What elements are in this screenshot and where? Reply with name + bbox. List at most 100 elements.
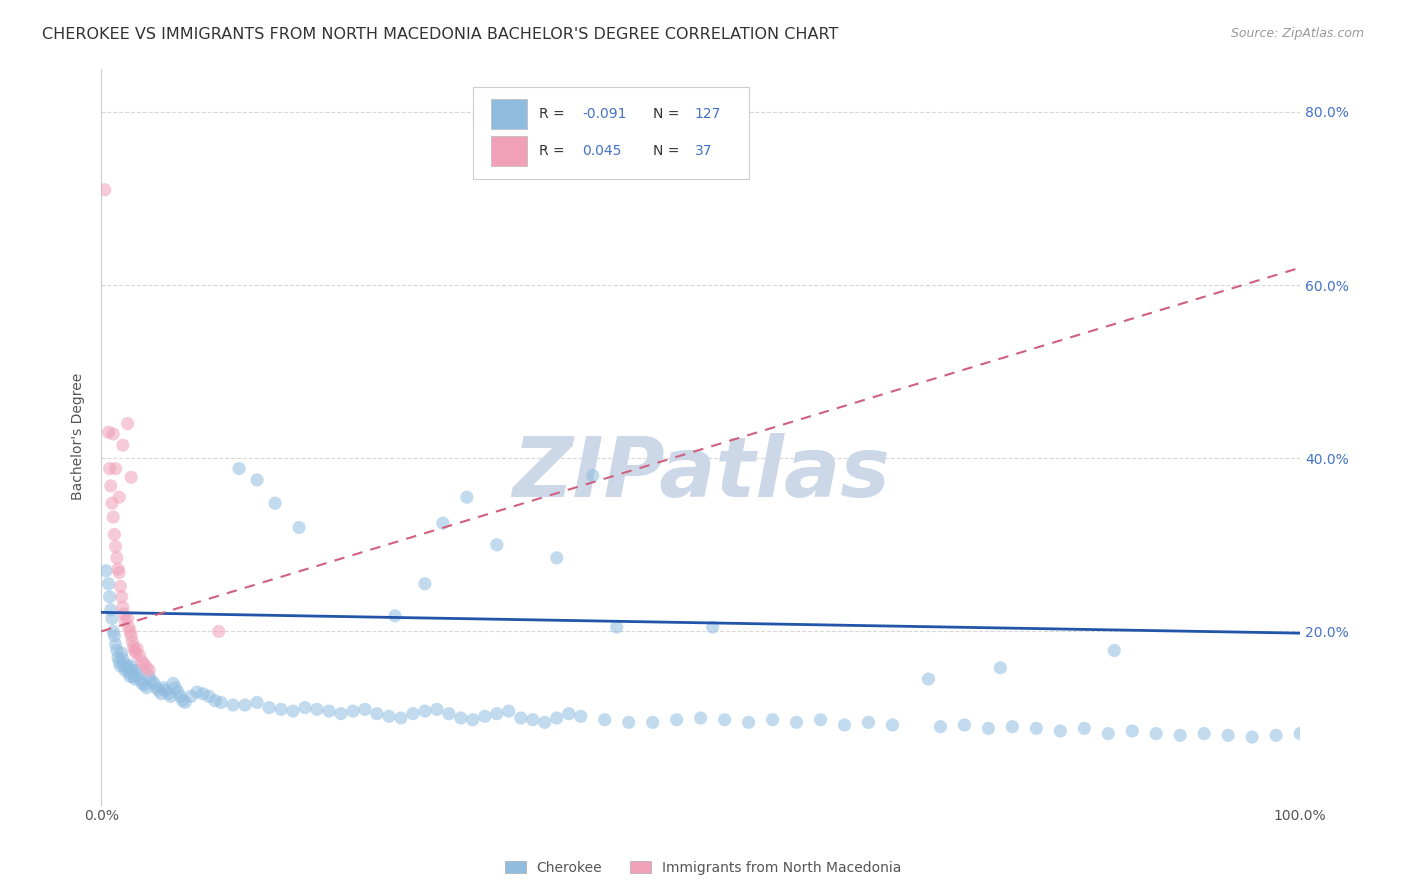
Point (305, 702, 328, 716)
Point (257, 700, 280, 714)
Point (111, 652, 134, 666)
Point (114, 664, 136, 678)
Point (389, 711, 412, 725)
Point (1121, 724, 1143, 739)
Point (103, 527, 125, 541)
Point (105, 550, 128, 565)
Point (124, 672, 146, 686)
Text: R =: R = (538, 107, 564, 121)
Point (288, 520, 311, 534)
Point (204, 694, 226, 708)
Point (134, 657, 156, 672)
FancyBboxPatch shape (491, 136, 527, 166)
Point (294, 700, 316, 714)
Point (152, 681, 174, 695)
Point (641, 715, 664, 730)
Point (413, 576, 436, 591)
Point (569, 709, 592, 723)
FancyBboxPatch shape (472, 87, 748, 179)
Point (138, 664, 160, 678)
Point (125, 646, 148, 660)
Point (118, 665, 141, 680)
Text: N =: N = (652, 144, 679, 158)
Point (103, 624, 125, 639)
Point (127, 641, 149, 656)
Point (498, 704, 520, 718)
Point (121, 664, 143, 678)
FancyBboxPatch shape (491, 99, 527, 128)
Text: -0.091: -0.091 (582, 107, 627, 121)
Point (110, 579, 132, 593)
Point (474, 709, 496, 723)
Point (121, 635, 143, 649)
Point (125, 664, 148, 678)
Point (198, 690, 221, 704)
Point (110, 659, 132, 673)
Point (318, 704, 340, 718)
Point (94, 183, 117, 197)
Point (737, 715, 759, 730)
Point (104, 461, 127, 475)
Point (858, 715, 880, 730)
Text: R =: R = (538, 144, 564, 158)
Point (169, 690, 191, 704)
Point (124, 643, 146, 657)
Point (94, 564, 117, 578)
Point (117, 611, 139, 625)
Point (1001, 720, 1024, 734)
Point (120, 629, 142, 643)
Point (122, 640, 145, 654)
Text: N =: N = (652, 107, 679, 121)
Point (1168, 728, 1191, 742)
Point (120, 470, 142, 484)
Point (174, 695, 197, 709)
Point (105, 643, 128, 657)
Point (186, 685, 208, 699)
Point (450, 711, 472, 725)
Point (111, 600, 134, 615)
Point (107, 650, 129, 665)
Point (222, 698, 245, 712)
Point (104, 540, 127, 554)
Point (546, 550, 568, 565)
Point (111, 438, 134, 452)
Point (761, 713, 783, 727)
Point (167, 685, 190, 699)
Point (172, 694, 194, 708)
Point (1289, 726, 1312, 740)
Point (118, 620, 141, 634)
Point (97, 576, 120, 591)
Point (98, 590, 121, 604)
Point (120, 659, 142, 673)
Point (143, 676, 166, 690)
Point (117, 417, 139, 431)
Point (246, 473, 269, 487)
Point (117, 661, 139, 675)
Point (128, 672, 150, 686)
Point (135, 661, 157, 675)
Point (127, 667, 149, 681)
Point (122, 669, 145, 683)
Point (233, 698, 256, 712)
Point (1025, 722, 1047, 736)
Point (134, 678, 156, 692)
Point (97, 425, 120, 440)
Point (1144, 726, 1167, 740)
Point (533, 715, 555, 730)
Legend: Cherokee, Immigrants from North Macedonia: Cherokee, Immigrants from North Macedoni… (499, 855, 907, 880)
Point (110, 646, 132, 660)
Point (461, 713, 484, 727)
Point (558, 706, 581, 721)
Point (118, 624, 141, 639)
Point (138, 669, 160, 683)
Point (159, 690, 181, 704)
Point (834, 718, 856, 732)
Point (118, 669, 141, 683)
Point (157, 687, 180, 701)
Point (145, 681, 167, 695)
Point (522, 713, 544, 727)
Point (366, 706, 388, 721)
Point (131, 655, 153, 669)
Y-axis label: Bachelor's Degree: Bachelor's Degree (72, 373, 86, 500)
Point (689, 711, 711, 725)
